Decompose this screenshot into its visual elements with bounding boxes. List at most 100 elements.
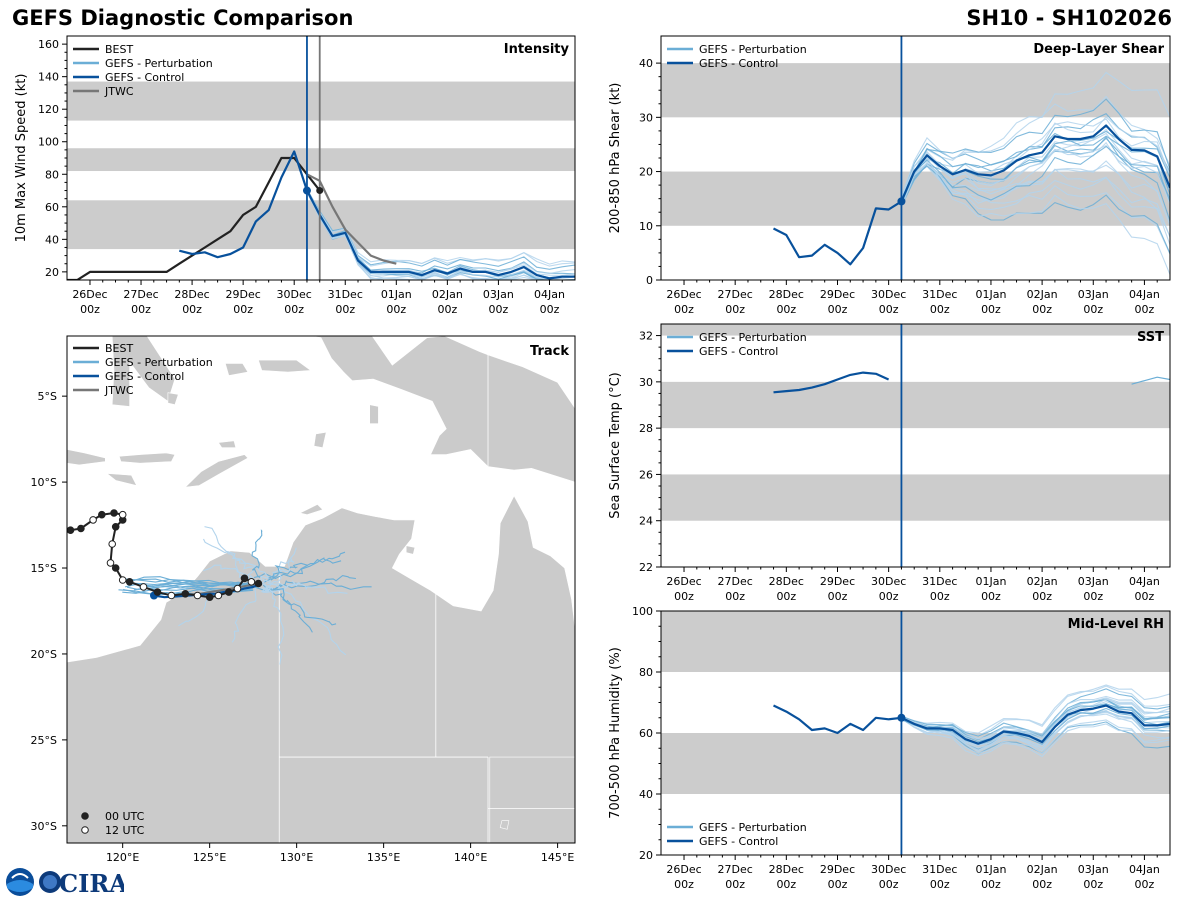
x-tick-label-date: 28Dec (769, 863, 804, 876)
x-tick-label-date: 26Dec (666, 575, 701, 588)
perturbation-line (306, 188, 575, 280)
panel-title: Intensity (504, 42, 570, 57)
x-tick-label-hour: 00z (335, 303, 355, 316)
perturbation-line (901, 684, 1170, 734)
y-tick-label: 32 (639, 330, 653, 343)
x-tick-label-date: 26Dec (666, 863, 701, 876)
cira-logo-text: CIRA (59, 869, 124, 898)
x-tick-label: 135°E (367, 851, 400, 864)
x-tick-label-hour: 00z (386, 303, 406, 316)
best-track-point (98, 510, 106, 519)
x-tick-label-hour: 00z (725, 590, 745, 603)
x-tick-label-hour: 00z (725, 303, 745, 316)
y-tick-label: 10°S (31, 476, 57, 489)
perturbation-track (262, 578, 348, 594)
perturbation-track (203, 538, 272, 583)
legend-label: GEFS - Perturbation (699, 43, 807, 56)
x-tick-label-hour: 00z (131, 303, 151, 316)
plot-area (661, 611, 1170, 855)
best-track-point (118, 576, 127, 584)
panel-intensity: 20 40 60 80 100 120 140 160 26Dec 00z 27Dec 00z 28De… (14, 35, 576, 316)
storm-id: SH10 - SH102026 (966, 6, 1172, 30)
x-tick-label-hour: 00z (930, 590, 950, 603)
best-track-point (205, 593, 214, 602)
legend-label: GEFS - Perturbation (699, 821, 807, 834)
y-axis-label: 200-850 hPa Shear (kt) (608, 83, 623, 234)
panel-title: SST (1137, 330, 1164, 345)
y-tick-label: 40 (639, 788, 653, 801)
y-tick-label: 10 (639, 220, 653, 233)
x-tick-label-hour: 00z (1083, 303, 1103, 316)
figure-title: GEFS Diagnostic Comparison (12, 6, 354, 30)
best-track-point (125, 578, 134, 586)
panel-sst: 22 24 26 28 30 32 26Dec 00z 27Dec 00z 28Dec 00z 29De… (608, 323, 1171, 603)
perturbation-line (901, 711, 1170, 753)
x-tick-label-hour: 00z (674, 303, 694, 316)
y-tick-label: 80 (45, 168, 59, 181)
x-tick-label-hour: 00z (489, 303, 509, 316)
y-tick-label: 20 (639, 166, 653, 179)
perturbation-line (900, 116, 1170, 208)
marker-legend-symbol (81, 812, 89, 820)
map-area (67, 336, 575, 843)
x-tick-label-hour: 00z (437, 303, 457, 316)
x-tick-label-date: 29Dec (225, 288, 260, 301)
x-tick-label-date: 30Dec (277, 288, 312, 301)
perturbation-track (262, 547, 297, 590)
marker-legend-label: 00 UTC (105, 810, 145, 823)
panel-title: Deep-Layer Shear (1033, 42, 1164, 57)
y-tick-label: 60 (639, 727, 653, 740)
legend-label: BEST (105, 43, 133, 56)
best-track-point (181, 590, 190, 598)
legend-label: BEST (105, 342, 133, 355)
best-track-point (153, 588, 162, 596)
panel-title: Mid-Level RH (1068, 617, 1164, 632)
perturbation-line (900, 145, 1170, 202)
x-tick-label-date: 01Jan (975, 288, 1006, 301)
land-buton (167, 392, 179, 406)
threshold-band (67, 81, 575, 121)
x-tick-label-hour: 00z (828, 590, 848, 603)
best-track-point (240, 574, 249, 583)
x-tick-label-hour: 00z (981, 590, 1001, 603)
best-track-point (118, 510, 127, 519)
best-track-point (167, 591, 176, 600)
cira-logo: CIRA (6, 868, 124, 898)
land-new-guinea (309, 336, 575, 483)
x-tick-label-hour: 00z (674, 878, 694, 891)
perturbation-line (900, 165, 1170, 254)
land-seram (257, 359, 312, 373)
x-tick-label-date: 29Dec (820, 575, 855, 588)
threshold-band (67, 148, 575, 172)
perturbation-track (231, 586, 259, 643)
x-tick-label: 125°E (193, 851, 226, 864)
best-track-point (89, 516, 97, 524)
legend-label: GEFS - Perturbation (105, 57, 213, 70)
x-tick-label-hour: 00z (1032, 878, 1052, 891)
perturbation-line (900, 118, 1170, 201)
x-tick-label-date: 02Jan (1027, 863, 1058, 876)
x-tick-label-date: 31Dec (328, 288, 363, 301)
x-tick-label-date: 04Jan (1129, 863, 1160, 876)
x-tick-label-hour: 00z (1083, 590, 1103, 603)
x-tick-label-date: 01Jan (975, 575, 1006, 588)
x-tick-label-date: 27Dec (123, 288, 158, 301)
init-point (897, 713, 906, 722)
threshold-band (661, 324, 1170, 336)
perturbation-track (251, 529, 263, 579)
perturbation-line (900, 157, 1170, 238)
x-tick-label-hour: 00z (981, 878, 1001, 891)
marker-legend-symbol (81, 826, 89, 834)
y-tick-label: 20°S (31, 648, 57, 661)
x-tick-label-date: 01Jan (975, 863, 1006, 876)
y-tick-label: 140 (38, 71, 59, 84)
x-tick-label-date: 28Dec (769, 575, 804, 588)
y-tick-label: 20 (45, 266, 59, 279)
x-tick-label-hour: 00z (1032, 590, 1052, 603)
y-tick-label: 30 (639, 111, 653, 124)
y-tick-label: 40 (45, 233, 59, 246)
best-track-point (254, 579, 263, 588)
perturbation-line (901, 718, 1170, 758)
best-track-point (111, 523, 120, 531)
